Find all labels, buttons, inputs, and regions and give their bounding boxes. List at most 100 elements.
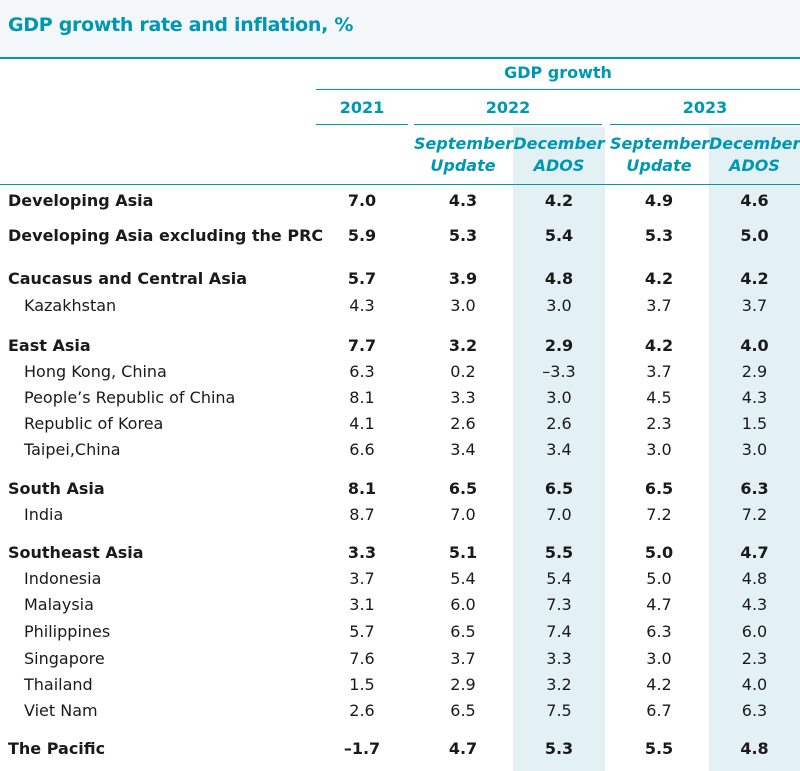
cell-2022-december: 3.0 bbox=[546, 296, 572, 315]
cell-2022-december: 5.3 bbox=[544, 739, 574, 758]
cell-2022-september: 3.0 bbox=[450, 296, 476, 315]
cell-2023-december: 4.8 bbox=[741, 569, 768, 588]
cell-2022-december: 7.0 bbox=[546, 505, 572, 524]
year-underline-2023 bbox=[610, 124, 800, 125]
cell-2023-december: 3.0 bbox=[741, 440, 768, 459]
cell-2022-december: 3.0 bbox=[546, 388, 572, 407]
cell-2021: 4.1 bbox=[349, 414, 375, 433]
cell-2021: 7.7 bbox=[347, 336, 377, 355]
cell-2021: 6.6 bbox=[349, 440, 375, 459]
row-label: Taipei,China bbox=[24, 440, 121, 459]
cell-2022-december: 5.5 bbox=[544, 543, 574, 562]
cell-2022-december: 4.8 bbox=[544, 269, 574, 288]
cell-2022-september: 3.7 bbox=[450, 649, 476, 668]
cell-2023-september: 4.2 bbox=[644, 336, 674, 355]
cell-2023-december: 4.0 bbox=[741, 675, 768, 694]
cell-2022-september: 2.6 bbox=[450, 414, 476, 433]
cell-2022-december: 3.2 bbox=[546, 675, 572, 694]
cell-2022-september: 6.5 bbox=[450, 701, 476, 720]
table-title: GDP growth rate and inflation, % bbox=[8, 14, 354, 36]
cell-2023-september: 5.0 bbox=[646, 569, 672, 588]
year-2023: 2023 bbox=[682, 98, 728, 117]
cell-2022-september: 4.7 bbox=[448, 739, 478, 758]
cell-2021: 5.7 bbox=[347, 269, 377, 288]
cell-2022-september: 4.3 bbox=[448, 191, 478, 210]
cell-2022-september: 5.4 bbox=[450, 569, 476, 588]
cell-2023-september: 6.5 bbox=[644, 479, 674, 498]
cell-2022-december: 5.4 bbox=[544, 226, 574, 245]
cell-2022-september: 3.9 bbox=[448, 269, 478, 288]
cell-2021: 3.1 bbox=[349, 595, 375, 614]
cell-2021: 2.6 bbox=[349, 701, 375, 720]
row-label: India bbox=[24, 505, 64, 524]
cell-2022-september: 6.0 bbox=[450, 595, 476, 614]
cell-2023-september: 3.0 bbox=[646, 440, 672, 459]
row-label: Caucasus and Central Asia bbox=[8, 269, 247, 288]
subheader-2022-september: September Update bbox=[414, 134, 514, 175]
cell-2023-december: 6.0 bbox=[741, 622, 768, 641]
row-label: Developing Asia excluding the PRC bbox=[8, 226, 324, 245]
year-2021: 2021 bbox=[339, 98, 385, 117]
year-underline-2022 bbox=[414, 124, 602, 125]
cell-2023-september: 5.5 bbox=[644, 739, 674, 758]
cell-2021: 5.7 bbox=[349, 622, 375, 641]
cell-2022-september: 6.5 bbox=[448, 479, 478, 498]
row-label: Republic of Korea bbox=[24, 414, 164, 433]
cell-2021: 1.5 bbox=[349, 675, 375, 694]
cell-2023-december: 4.3 bbox=[741, 388, 768, 407]
row-label: Indonesia bbox=[24, 569, 102, 588]
year-2022: 2022 bbox=[485, 98, 531, 117]
cell-2023-december: 5.0 bbox=[740, 226, 769, 245]
cell-2023-september: 4.2 bbox=[646, 675, 672, 694]
cell-2021: 3.7 bbox=[349, 569, 375, 588]
cell-2022-september: 5.3 bbox=[448, 226, 478, 245]
cell-2021: 5.9 bbox=[347, 226, 377, 245]
row-label: Southeast Asia bbox=[8, 543, 144, 562]
cell-2023-september: 5.0 bbox=[644, 543, 674, 562]
cell-2022-december: 7.5 bbox=[546, 701, 572, 720]
cell-2022-september: 3.2 bbox=[448, 336, 478, 355]
cell-2023-december: 4.3 bbox=[741, 595, 768, 614]
cell-2023-december: 1.5 bbox=[741, 414, 768, 433]
cell-2023-december: 3.7 bbox=[741, 296, 768, 315]
header-rule bbox=[0, 184, 800, 185]
cell-2023-december: 6.3 bbox=[741, 701, 768, 720]
row-label: Hong Kong, China bbox=[24, 362, 167, 381]
cell-2021: 4.3 bbox=[349, 296, 375, 315]
row-label: Singapore bbox=[24, 649, 105, 668]
cell-2023-september: 4.2 bbox=[644, 269, 674, 288]
group-underline bbox=[316, 89, 800, 90]
row-label: People’s Republic of China bbox=[24, 388, 236, 407]
row-label: East Asia bbox=[8, 336, 91, 355]
cell-2022-september: 5.1 bbox=[448, 543, 478, 562]
cell-2021: –1.7 bbox=[343, 739, 381, 758]
cell-2021: 8.1 bbox=[347, 479, 377, 498]
cell-2023-september: 6.7 bbox=[646, 701, 672, 720]
row-label: The Pacific bbox=[8, 739, 106, 758]
cell-2021: 8.1 bbox=[349, 388, 375, 407]
cell-2022-september: 2.9 bbox=[450, 675, 476, 694]
cell-2022-december: –3.3 bbox=[542, 362, 576, 381]
cell-2022-december: 3.3 bbox=[546, 649, 572, 668]
cell-2022-september: 6.5 bbox=[450, 622, 476, 641]
top-rule bbox=[0, 57, 800, 59]
cell-2021: 7.0 bbox=[347, 191, 377, 210]
cell-2022-september: 0.2 bbox=[450, 362, 476, 381]
cell-2023-december: 6.3 bbox=[740, 479, 769, 498]
cell-2023-december: 2.9 bbox=[741, 362, 768, 381]
cell-2023-december: 4.8 bbox=[740, 739, 769, 758]
cell-2021: 3.3 bbox=[347, 543, 377, 562]
row-label: Malaysia bbox=[24, 595, 94, 614]
cell-2021: 6.3 bbox=[349, 362, 375, 381]
row-label: South Asia bbox=[8, 479, 105, 498]
cell-2022-december: 3.4 bbox=[546, 440, 572, 459]
cell-2022-december: 7.4 bbox=[546, 622, 572, 641]
cell-2022-september: 7.0 bbox=[450, 505, 476, 524]
row-label: Kazakhstan bbox=[24, 296, 117, 315]
cell-2022-december: 7.3 bbox=[546, 595, 572, 614]
cell-2022-december: 2.6 bbox=[546, 414, 572, 433]
subheader-2023-december: December ADOS bbox=[709, 134, 800, 175]
cell-2022-december: 2.9 bbox=[544, 336, 574, 355]
cell-2022-december: 5.4 bbox=[546, 569, 572, 588]
year-underline-2021 bbox=[316, 124, 408, 125]
